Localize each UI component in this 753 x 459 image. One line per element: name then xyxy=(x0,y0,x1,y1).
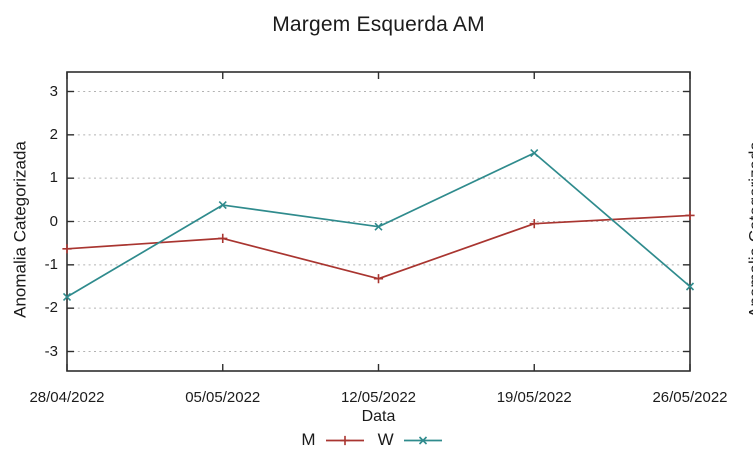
data-point-marker-W xyxy=(218,200,227,210)
data-point-marker-M xyxy=(529,219,539,229)
x-axis-label: Data xyxy=(361,408,396,425)
legend-item-W: W xyxy=(378,430,456,450)
y-tick-label: 0 xyxy=(49,212,58,230)
x-tick-label: 12/05/2022 xyxy=(340,389,417,406)
x-tick-label: 05/05/2022 xyxy=(185,389,261,406)
y-tick-label: 2 xyxy=(49,125,58,143)
legend-line-sample xyxy=(403,436,442,445)
y-tick-label: -3 xyxy=(44,342,58,360)
data-point-marker-M xyxy=(373,274,384,284)
legend-line-sample xyxy=(325,435,364,446)
x-tick-label: 19/05/2022 xyxy=(496,389,572,406)
y-tick-label: 1 xyxy=(49,169,58,187)
x-tick-label: 28/04/2022 xyxy=(29,389,105,406)
chart-title: Margem Esquerda AM xyxy=(272,13,485,36)
data-point-marker-M xyxy=(218,233,228,243)
y-tick-label: 3 xyxy=(49,82,58,100)
data-point-marker-M xyxy=(62,244,72,254)
series-line-M xyxy=(66,214,691,280)
legend-sample-marker xyxy=(339,435,350,446)
y-tick-label: -1 xyxy=(44,255,58,273)
y-axis-label: Anomalia Categorizada xyxy=(10,141,30,318)
x-tick-label: 26/05/2022 xyxy=(652,389,728,406)
y-tick-label: -2 xyxy=(44,299,58,317)
data-point-marker-W xyxy=(374,222,383,231)
legend-label: M xyxy=(301,430,316,449)
legend-label: W xyxy=(377,430,394,449)
legend-sample-marker xyxy=(418,436,427,445)
data-point-marker-W xyxy=(62,292,72,301)
legend-item-M: M xyxy=(301,430,377,450)
side-chart-y-axis-label: Anomalia Categorizada xyxy=(745,141,753,318)
data-point-marker-W xyxy=(685,282,695,291)
data-point-marker-M xyxy=(685,210,695,221)
data-point-marker-W xyxy=(530,148,539,158)
